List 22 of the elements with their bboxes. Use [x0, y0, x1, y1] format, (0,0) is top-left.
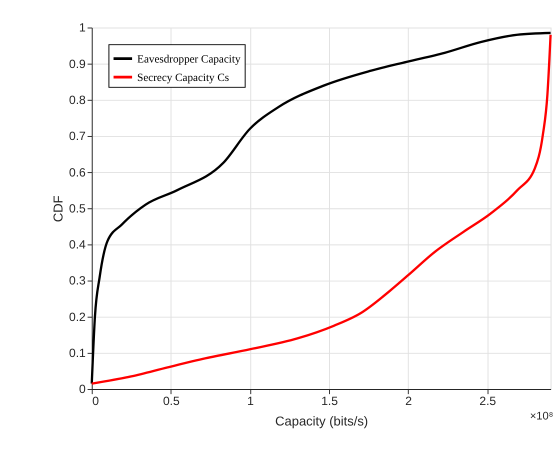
legend-label: Eavesdropper Capacity	[137, 53, 241, 66]
text: ×10⁸	[530, 410, 554, 423]
legend-label: Secrecy Capacity Cs	[137, 72, 230, 84]
y-axis-title: CDF	[50, 195, 66, 222]
x-tick-label: 1	[247, 394, 254, 408]
x-tick-label: 2	[405, 394, 412, 408]
x-tick-label: 1.5	[321, 394, 338, 408]
y-tick-label: 0.1	[69, 346, 86, 360]
x-axis-title: Capacity (bits/s)	[275, 414, 368, 429]
y-tick-label: 0	[79, 382, 86, 396]
y-tick-label: 0.4	[69, 238, 86, 252]
x-tick-label: 0	[92, 394, 100, 408]
y-tick-label: 0.6	[69, 165, 86, 180]
y-tick-label: 1	[79, 20, 86, 35]
x-tick-label: 0.5	[162, 394, 180, 408]
y-tick-label: 0.5	[69, 201, 86, 216]
y-tick-label: 0.8	[69, 93, 86, 107]
y-tick-label: 0.3	[69, 274, 86, 288]
y-tick-label: 0.2	[69, 310, 86, 324]
y-tick-label: 0.9	[69, 56, 86, 71]
x-tick-label: 2.5	[479, 394, 496, 408]
y-tick-label: 0.7	[69, 129, 86, 144]
